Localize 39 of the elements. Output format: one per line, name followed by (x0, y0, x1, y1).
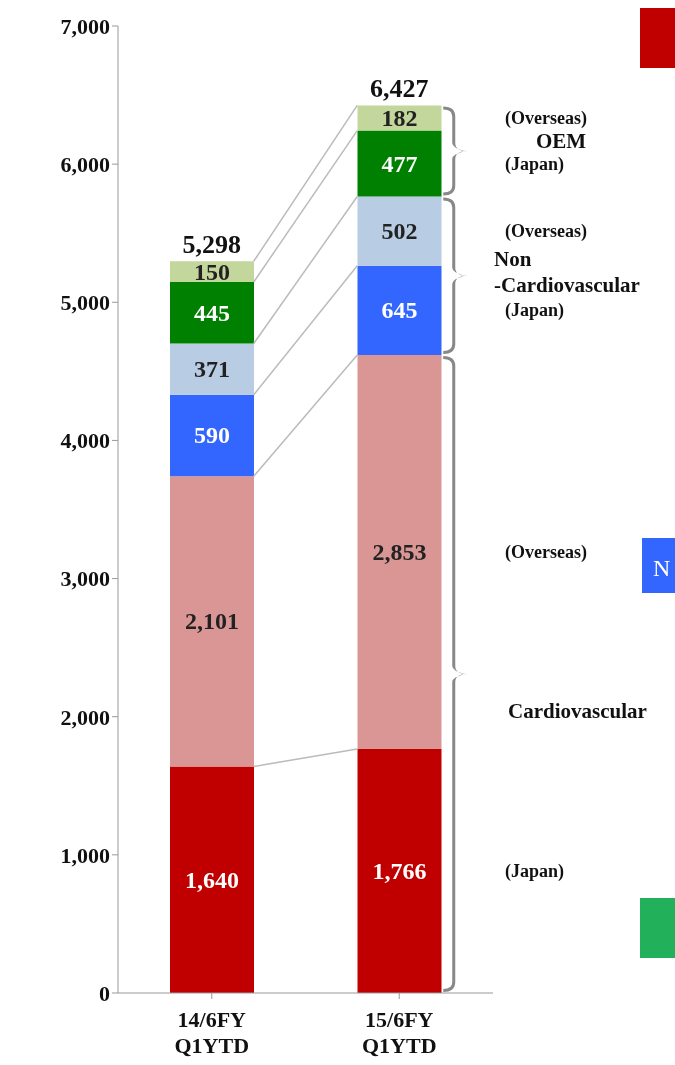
text: (Overseas) (505, 541, 587, 563)
x-tick-label: 15/6FY Q1YTD (361, 1007, 437, 1058)
y-tick-label: 6,000 (60, 151, 110, 177)
y-tick-label: 0 (99, 980, 110, 1006)
bar (170, 281, 254, 344)
text: Non -Cardiovascular (494, 246, 640, 297)
data-label: 2,101 (185, 608, 239, 635)
data-label: 477 (381, 150, 418, 177)
text: (Japan) (505, 153, 565, 175)
y-tick-label: 3,000 (60, 566, 110, 592)
y-tick-label: 1,000 (60, 842, 110, 868)
text: OEM (536, 128, 587, 153)
text: Cardiovascular (508, 699, 647, 724)
y-tick-label: 5,000 (60, 290, 110, 316)
data-label: 645 (381, 297, 418, 324)
data-label: 1,766 (372, 858, 427, 885)
data-label: 502 (381, 218, 418, 245)
data-label: 371 (194, 356, 230, 383)
data-label: 445 (194, 299, 230, 326)
bar (170, 394, 254, 477)
bar (170, 476, 254, 767)
data-label: 182 (381, 105, 418, 131)
y-tick-label: 4,000 (60, 428, 110, 454)
data-label: 150 (194, 258, 230, 285)
data-label: 2,853 (372, 538, 427, 565)
x-tick-label: 14/6FY Q1YTD (174, 1007, 250, 1058)
bar (170, 766, 254, 993)
data-label: 1,640 (185, 866, 239, 893)
y-tick-label: 7,000 (60, 13, 110, 39)
bar (170, 343, 254, 395)
text: (Japan) (505, 300, 565, 322)
text: (Japan) (505, 861, 565, 883)
text: (Overseas) (505, 108, 587, 129)
y-tick-label: 2,000 (60, 704, 110, 730)
total-label: 6,427 (370, 74, 429, 104)
total-label: 5,298 (182, 230, 241, 260)
text: N (653, 555, 671, 581)
data-label: 590 (194, 422, 230, 449)
text: (Overseas) (505, 221, 587, 243)
